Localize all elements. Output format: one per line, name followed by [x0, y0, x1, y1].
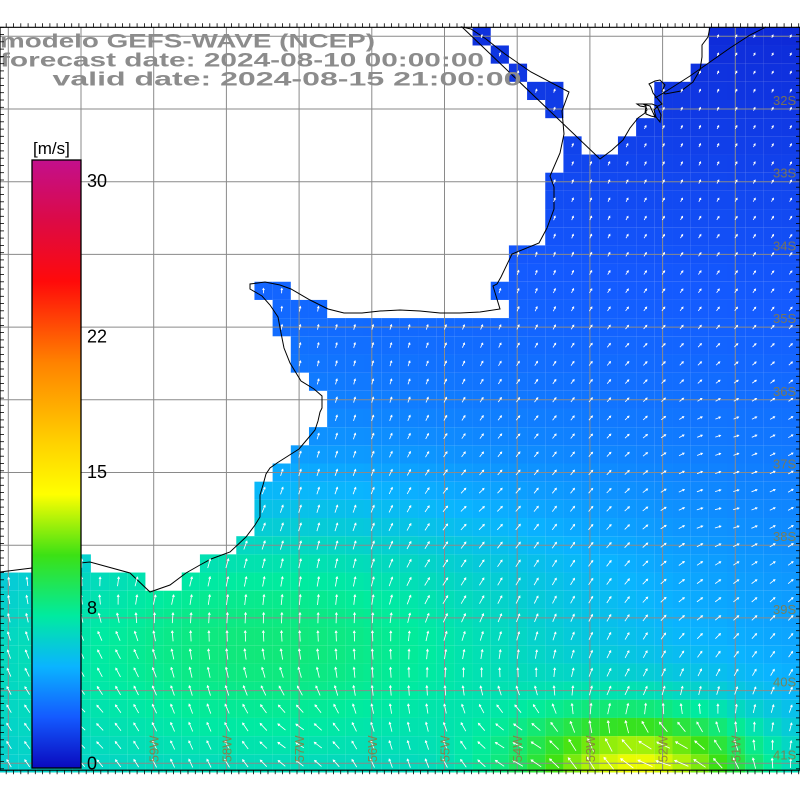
svg-text:53W: 53W	[583, 735, 598, 762]
svg-text:37S: 37S	[773, 457, 796, 472]
svg-text:30: 30	[87, 171, 107, 191]
svg-text:34S: 34S	[773, 238, 796, 253]
svg-text:57W: 57W	[292, 735, 307, 762]
svg-text:55W: 55W	[438, 735, 453, 762]
svg-text:41S: 41S	[773, 747, 796, 762]
svg-text:32S: 32S	[773, 93, 796, 108]
svg-text:39S: 39S	[773, 602, 796, 617]
svg-text:8: 8	[87, 598, 97, 618]
svg-text:35S: 35S	[773, 311, 796, 326]
svg-text:54W: 54W	[510, 735, 525, 762]
svg-text:[m/s]: [m/s]	[33, 139, 70, 158]
svg-text:15: 15	[87, 462, 107, 482]
svg-text:33S: 33S	[773, 166, 796, 181]
svg-text:56W: 56W	[365, 735, 380, 762]
svg-text:40S: 40S	[773, 675, 796, 690]
svg-text:valid date: 2024-08-15 21:00:0: valid date: 2024-08-15 21:00:00	[53, 70, 522, 91]
svg-text:36S: 36S	[773, 384, 796, 399]
svg-text:59W: 59W	[147, 735, 162, 762]
svg-text:52W: 52W	[656, 735, 671, 762]
svg-text:modelo GEFS-WAVE (NCEP): modelo GEFS-WAVE (NCEP)	[0, 32, 375, 53]
svg-text:38S: 38S	[773, 529, 796, 544]
svg-text:22: 22	[87, 326, 107, 346]
svg-text:forecast date: 2024-08-10 00:0: forecast date: 2024-08-10 00:00:00	[0, 51, 484, 72]
svg-text:51W: 51W	[728, 735, 743, 762]
svg-text:58W: 58W	[219, 735, 234, 762]
